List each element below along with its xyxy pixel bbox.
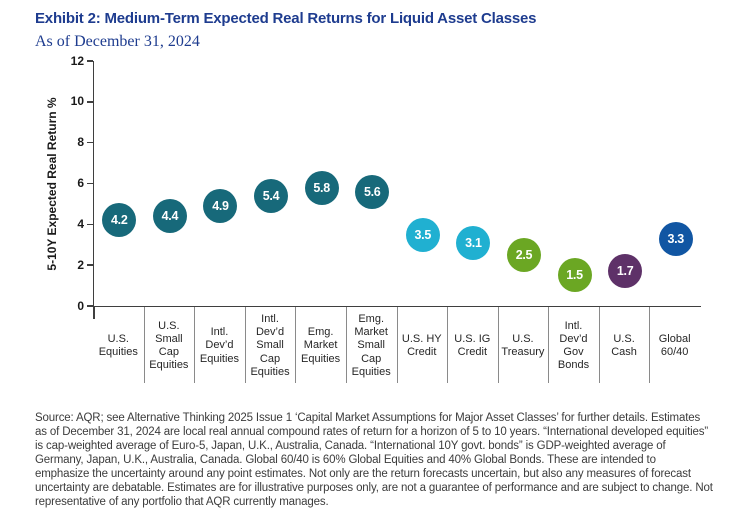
x-axis-label-u-s-treasury: U.S. Treasury	[501, 332, 545, 358]
data-point-value: 1.5	[566, 268, 583, 283]
y-tick-mark-12	[86, 60, 93, 62]
plot-area: 0 2 4 6 8 10 12 4.2 4.4 4.9 5.4 5.8 5.6 3.5 3.1 2.5 1.5 1…	[71, 54, 701, 313]
data-point-value: 3.3	[667, 231, 684, 246]
x-axis-label-intl-dev-d-small-cap-equities: Intl. Dev’d Small Cap Equities	[250, 313, 290, 378]
y-tick-mark-8	[86, 141, 93, 144]
data-point-value: 4.2	[111, 213, 128, 228]
y-tick-label-0: 0	[77, 298, 84, 313]
as-of-date: As of December 31, 2024	[35, 33, 200, 50]
category-separator	[345, 307, 347, 383]
data-point-intl-dev-d-gov-bonds: 1.5	[557, 258, 592, 293]
x-axis-label-intl-dev-d-gov-bonds: Intl. Dev’d Gov Bonds	[557, 319, 590, 372]
y-tick-mark-4	[86, 223, 93, 226]
x-axis-label-u-s-small-cap-equities: U.S. Small Cap Equities	[149, 319, 189, 372]
category-separator	[497, 307, 499, 383]
y-tick-mark-2	[86, 264, 93, 266]
category-separator	[447, 307, 449, 383]
y-tick-mark-0	[86, 305, 93, 307]
data-point-value: 1.7	[616, 264, 634, 279]
y-tick-label-10: 10	[70, 94, 84, 109]
category-separator	[295, 307, 297, 383]
data-point-u-s-treasury: 2.5	[506, 237, 541, 272]
data-point-intl-dev-d-small-cap-equities: 5.4	[254, 178, 289, 213]
data-point-value: 3.5	[414, 227, 432, 242]
x-axis-label-u-s-hy-credit: U.S. HY Credit	[401, 332, 442, 358]
exhibit-title: Exhibit 2: Medium-Term Expected Real Ret…	[35, 10, 537, 27]
data-point-global-60-40: 3.3	[658, 221, 693, 256]
x-axis-label-emg-market-equities: Emg. Market Equities	[301, 326, 341, 365]
data-point-emg-market-equities: 5.8	[304, 170, 339, 205]
data-point-value: 4.9	[212, 198, 229, 213]
data-point-value: 5.6	[363, 184, 381, 199]
x-axis-label-u-s-cash: U.S. Cash	[611, 332, 637, 358]
x-axis-label-u-s-equities: U.S. Equities	[98, 332, 138, 358]
x-axis-label-global-60-40: Global 60/40	[658, 332, 691, 358]
category-separator	[143, 307, 145, 383]
data-point-u-s-small-cap-equities: 4.4	[152, 199, 187, 234]
data-point-emg-market-small-cap-equities: 5.6	[355, 174, 390, 209]
y-tick-label-8: 8	[77, 135, 84, 150]
source-note: Source: AQR; see Alternative Thinking 20…	[35, 411, 713, 508]
data-point-u-s-equities: 4.2	[102, 203, 137, 238]
axis-end-tick	[93, 307, 95, 319]
category-separator	[548, 307, 550, 383]
x-axis-label-emg-market-small-cap-equities: Emg. Market Small Cap Equities	[351, 313, 391, 378]
y-tick-label-12: 12	[70, 53, 84, 68]
category-separator	[598, 307, 600, 383]
y-tick-mark-6	[86, 182, 93, 185]
data-point-u-s-cash: 1.7	[608, 254, 643, 289]
category-separator	[396, 307, 398, 383]
data-point-value: 5.8	[313, 180, 330, 195]
x-axis-label-intl-dev-d-equities: Intl. Dev’d Equities	[199, 326, 240, 365]
x-axis-label-row: U.S. Equities U.S. Small Cap Equities Intl…	[93, 307, 700, 385]
y-tick-label-2: 2	[77, 257, 84, 272]
y-tick-label-6: 6	[77, 176, 84, 190]
data-point-u-s-ig-credit: 3.1	[456, 225, 491, 260]
data-point-value: 5.4	[262, 188, 280, 203]
data-point-value: 3.1	[465, 235, 482, 250]
category-separator	[244, 307, 246, 383]
y-tick-label-4: 4	[77, 216, 84, 231]
category-separator	[649, 307, 651, 383]
x-axis-label-u-s-ig-credit: U.S. IG Credit	[454, 332, 491, 358]
data-point-u-s-hy-credit: 3.5	[405, 217, 440, 252]
data-point-value: 4.4	[161, 209, 179, 224]
data-point-intl-dev-d-equities: 4.9	[203, 188, 238, 223]
y-tick-mark-10	[86, 101, 93, 103]
expected-returns-chart: 5-10Y Expected Real Return % 0 2 4 6 8 10 12 4.…	[45, 54, 701, 385]
category-separator	[194, 307, 196, 383]
data-point-value: 2.5	[515, 247, 533, 262]
